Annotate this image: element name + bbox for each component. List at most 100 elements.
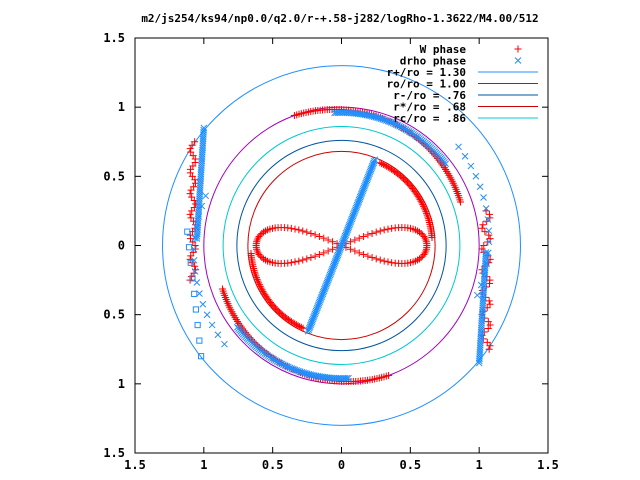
w-phase-point [486,321,494,329]
w-phase-point [376,256,384,264]
drho-phase-point [455,143,462,151]
w-phase-point [324,236,332,244]
w-phase-point [254,277,262,285]
w-phase-point [378,160,386,168]
w-phase-point [253,275,261,283]
w-phase-point [417,254,425,262]
w-phase-point [255,279,263,287]
w-phase-point [372,228,380,236]
w-phase-point [186,210,194,218]
w-phase-point [420,202,428,210]
ticks-layer: 1.5 1 0.5 0 0.5 1 1.51.510.500.511.5 [103,31,559,472]
y-tick-label: 0.5 [103,308,125,322]
drho-phase-point [185,244,193,251]
drho-phase-point [286,364,294,372]
drho-phase-point [391,120,399,128]
w-phase-point [485,231,493,239]
w-phase-point [291,225,299,233]
w-phase-point [424,215,432,223]
circle-3 [247,150,436,341]
w-phase-point [254,234,262,242]
drho-phase-point [195,213,203,220]
drho-phase-point [202,192,210,200]
points-layer [184,105,494,386]
drho-phase-point [196,337,203,344]
drho-phase-point [345,374,352,382]
w-phase-point [421,234,429,242]
y-tick-label: 1.5 [103,31,125,45]
w-phase-point [422,236,430,244]
w-phase-point [484,318,492,326]
drho-phase-point [192,223,200,231]
w-phase-point [355,234,363,242]
x-tick-label: 1 [476,458,483,472]
w-phase-point [360,250,368,258]
w-phase-point [432,153,440,161]
chart-title: m2/js254/ks94/np0.0/q2.0/r-+.58-j282/log… [141,12,538,25]
w-phase-point [368,254,376,262]
w-phase-point [295,257,303,265]
w-phase-point [480,242,488,249]
legend-label: r+/ro = 1.30 [387,66,466,79]
w-phase-point [485,297,493,305]
w-phase-point [299,256,307,264]
w-phase-point [368,229,376,237]
w-phase-point [253,245,261,253]
w-phase-point [253,236,261,244]
drho-phase-point [401,125,408,133]
drho-phase-point [394,122,402,129]
w-phase-point [258,254,266,262]
w-phase-point [255,281,263,289]
legend-marker-drho-phase [514,57,522,64]
w-phase-point [253,247,261,255]
w-phase-point [299,227,307,235]
w-phase-point [251,268,259,276]
drho-phase-point [278,360,286,368]
drho-phase-point [193,235,201,242]
w-phase-point [422,245,430,253]
drho-phase-point [192,306,200,313]
drho-phase-point [276,359,284,367]
w-phase-point [315,250,323,258]
w-phase-point [380,257,388,265]
w-phase-point [303,228,311,236]
w-phase-point [307,229,315,237]
w-phase-point [291,258,299,266]
drho-phase-point [203,311,211,319]
drho-phase-point [190,256,198,264]
legend-label: r-/ro = .76 [393,89,466,102]
x-tick-label: 1 [200,458,207,472]
w-phase-point [479,221,487,229]
w-phase-point [290,112,298,120]
w-phase-point [422,247,430,255]
w-phase-point [364,252,372,260]
drho-phase-point [333,109,340,117]
w-phase-point [295,226,303,234]
drho-phase-point [480,271,488,278]
drho-phase-point [191,290,198,298]
w-phase-point [187,214,195,222]
drho-phase-point [187,259,194,266]
x-tick-label: 0.5 [399,458,421,472]
drho-phase-point [399,124,407,132]
legend-marker-w-phase [514,45,522,53]
w-phase-point [296,323,304,331]
drho-phase-point [485,227,493,235]
w-phase-point [315,233,323,241]
drho-phase-point [281,362,289,369]
y-tick-label: 1 [118,100,125,114]
drho-phase-point [480,194,487,201]
drho-phase-point [477,281,485,289]
circle-4 [222,126,461,365]
drho-phase-point [484,216,492,223]
drho-phase-point [396,122,403,130]
w-phase-point [287,259,295,267]
y-tick-label: 1 [118,377,125,391]
w-phase-point [294,322,302,330]
w-phase-point [351,247,359,255]
drho-phase-point [275,358,282,366]
w-phase-point [346,238,354,246]
drho-phase-point [184,228,191,235]
w-phase-point [351,236,359,244]
